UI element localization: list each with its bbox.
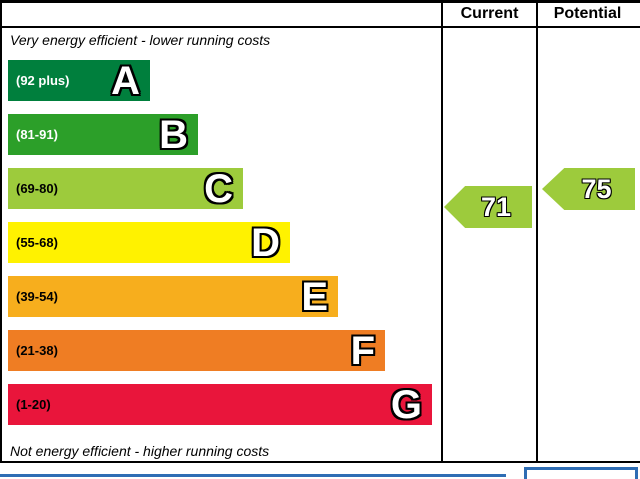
band-letter-b: B xyxy=(159,112,188,157)
header-divider-line xyxy=(0,26,640,28)
bottom-caption: Not energy efficient - higher running co… xyxy=(10,443,270,459)
band-range-label-b: (81-91) xyxy=(16,127,58,142)
band-range-label-f: (21-38) xyxy=(16,343,58,358)
band-range-label-e: (39-54) xyxy=(16,289,58,304)
potential-column-header: Potential xyxy=(553,5,622,22)
band-letter-g: G xyxy=(390,382,422,427)
band-letter-f: F xyxy=(350,328,375,373)
current-column-header: Current xyxy=(460,5,519,22)
footer-right-box-partial xyxy=(524,467,638,479)
band-range-label-c: (69-80) xyxy=(16,181,58,196)
band-range-label-g: (1-20) xyxy=(16,397,51,412)
rating-bands-container: (92 plus) A (81-91) B (69-80) C (55-68) D (39-54… xyxy=(8,60,432,425)
potential-column-divider xyxy=(536,0,538,463)
band-range-label-a: (92 plus) xyxy=(16,73,70,88)
chart-border-bottom xyxy=(0,461,640,463)
band-row-f: (21-38) F xyxy=(8,330,385,371)
band-range-label-d: (55-68) xyxy=(16,235,58,250)
top-caption: Very energy efficient - lower running co… xyxy=(10,32,271,48)
current-rating-value: 71 xyxy=(480,191,512,222)
band-row-d: (55-68) D xyxy=(8,222,290,263)
band-row-a: (92 plus) A xyxy=(8,60,150,101)
band-row-b: (81-91) B xyxy=(8,114,198,155)
potential-rating-arrow: 75 xyxy=(542,168,635,210)
chart-border-top xyxy=(0,0,640,3)
current-rating-arrow: 71 xyxy=(444,186,532,228)
band-letter-d: D xyxy=(251,220,280,265)
band-letter-e: E xyxy=(301,274,328,319)
band-row-c: (69-80) C xyxy=(8,168,243,209)
band-row-e: (39-54) E xyxy=(8,276,338,317)
band-letter-a: A xyxy=(111,58,140,103)
potential-rating-value: 75 xyxy=(581,173,612,204)
footer-left-box-top-edge xyxy=(0,474,506,477)
chart-border-left xyxy=(0,0,2,463)
current-column-divider xyxy=(441,0,443,463)
band-row-g: (1-20) G xyxy=(8,384,432,425)
band-letter-c: C xyxy=(204,166,233,211)
